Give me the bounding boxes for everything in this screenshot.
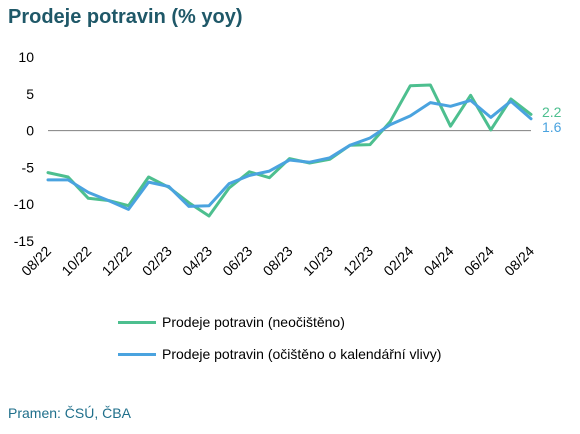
x-tick-label-6: 08/23 (260, 243, 296, 279)
legend-swatch-series-2 (118, 352, 156, 356)
y-tick-label-2: 0 (26, 123, 34, 139)
x-tick-label-9: 02/24 (380, 243, 416, 279)
x-tick-label-8: 12/23 (340, 243, 376, 279)
x-tick-label-10: 04/24 (421, 243, 457, 279)
series-line-2 (46, 98, 533, 211)
legend-item-series-2: Prodeje potravin (očištěno o kalendářní … (118, 344, 441, 364)
x-tick-label-3: 02/23 (139, 243, 175, 279)
x-tick-label-11: 06/24 (461, 243, 497, 279)
x-tick-label-5: 06/23 (219, 243, 255, 279)
legend-swatch-series-1 (118, 320, 156, 324)
y-tick-label-1: 5 (26, 86, 34, 102)
chart-title: Prodeje potravin (% yoy) (8, 6, 243, 28)
legend-label-series-2: Prodeje potravin (očištěno o kalendářní … (162, 346, 442, 362)
end-value-label-2: 1.6 (542, 119, 562, 135)
y-tick-label-3: -5 (22, 159, 35, 175)
legend-label-series-1: Prodeje potravin (neočištěno) (162, 314, 345, 330)
x-tick-label-12: 08/24 (501, 243, 537, 279)
x-tick-label-7: 10/23 (300, 243, 336, 279)
y-tick-label-0: 10 (18, 49, 34, 65)
end-value-label-1: 2.2 (542, 104, 562, 120)
y-tick-label-4: -10 (14, 196, 34, 212)
legend-item-series-1: Prodeje potravin (neočištěno) (118, 312, 345, 332)
y-tick-label-5: -15 (14, 233, 34, 249)
x-tick-label-2: 12/22 (99, 243, 135, 279)
source-note: Pramen: ČSÚ, ČBA (8, 405, 131, 421)
x-tick-label-1: 10/22 (58, 243, 94, 279)
x-tick-label-4: 04/23 (179, 243, 215, 279)
